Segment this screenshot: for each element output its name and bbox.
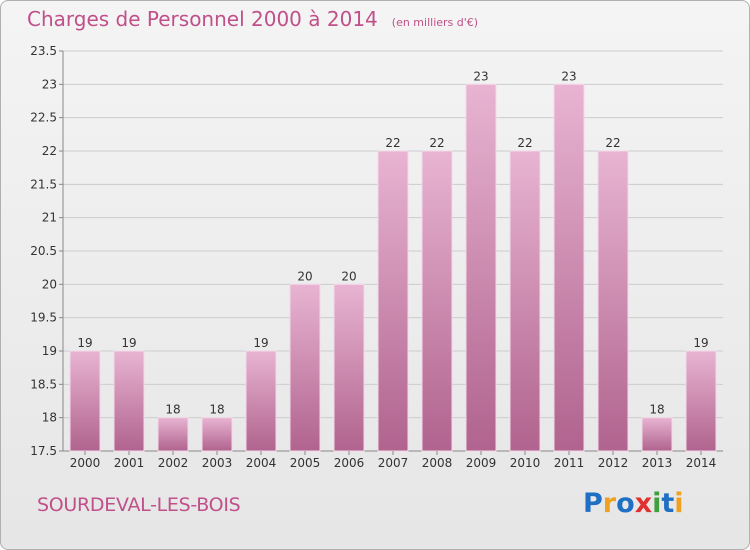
x-tick-label-2011: 2011: [554, 456, 585, 470]
x-tick-label-2010: 2010: [510, 456, 541, 470]
data-label-2004: 19: [253, 336, 268, 350]
data-label-2001: 19: [121, 336, 136, 350]
y-tick-label: 19.5: [30, 311, 57, 325]
y-tick-label: 20: [42, 277, 57, 291]
data-label-2013: 18: [649, 403, 664, 417]
bar-2009: [465, 83, 497, 452]
data-label-2011: 23: [561, 69, 576, 83]
y-tick-label: 21.5: [30, 177, 57, 191]
bar-2006: [333, 283, 365, 452]
data-label-2007: 22: [385, 136, 400, 150]
bar-2002: [157, 417, 189, 452]
x-tick-label-2013: 2013: [642, 456, 673, 470]
y-tick-label: 22.5: [30, 111, 57, 125]
logo-letter: t: [661, 488, 675, 519]
y-tick-label: 22: [42, 144, 57, 158]
bar-2007: [377, 150, 409, 452]
x-tick-label-2002: 2002: [158, 456, 189, 470]
logo-letter: r: [602, 488, 617, 519]
place-name: SOURDEVAL-LES-BOIS: [37, 494, 241, 516]
x-tick-label-2008: 2008: [422, 456, 453, 470]
logo-letter: o: [616, 488, 635, 519]
bar-2004: [245, 350, 277, 452]
y-tick-label: 18.5: [30, 377, 57, 391]
data-label-2014: 19: [693, 336, 708, 350]
bar-2010: [509, 150, 541, 452]
data-label-2010: 22: [517, 136, 532, 150]
y-tick-label: 23: [42, 77, 57, 91]
data-label-2012: 22: [605, 136, 620, 150]
chart-title: Charges de Personnel 2000 à 2014 (en mill…: [27, 7, 478, 31]
bar-2001: [113, 350, 145, 452]
x-tick-label-2009: 2009: [466, 456, 497, 470]
proxiti-logo: Proxiti: [583, 488, 684, 519]
bar-2000: [69, 350, 101, 452]
logo-letter: i: [674, 488, 684, 519]
y-tick-label: 19: [42, 344, 57, 358]
y-tick-label: 17.5: [30, 444, 57, 458]
data-label-2006: 20: [341, 269, 356, 283]
bar-2005: [289, 283, 321, 452]
data-label-2000: 19: [77, 336, 92, 350]
bar-2011: [553, 83, 585, 452]
data-label-2003: 18: [209, 403, 224, 417]
data-label-2009: 23: [473, 69, 488, 83]
y-tick-label: 20.5: [30, 244, 57, 258]
x-tick-label-2014: 2014: [686, 456, 717, 470]
logo-letter: i: [652, 488, 662, 519]
x-tick-label-2006: 2006: [334, 456, 365, 470]
x-tick-label-2001: 2001: [114, 456, 145, 470]
y-tick-label: 23.5: [30, 44, 57, 58]
x-tick-label-2007: 2007: [378, 456, 409, 470]
data-label-2005: 20: [297, 269, 312, 283]
data-label-2002: 18: [165, 403, 180, 417]
x-tick-label-2005: 2005: [290, 456, 321, 470]
chart-unit: (en milliers d'€): [391, 16, 479, 29]
chart-title-text: Charges de Personnel 2000 à 2014: [27, 7, 378, 31]
bar-2014: [685, 350, 717, 452]
y-tick-label: 18: [42, 411, 57, 425]
logo-letter: P: [583, 488, 603, 519]
x-tick-label-2012: 2012: [598, 456, 629, 470]
y-tick-label: 21: [42, 211, 57, 225]
data-label-2008: 22: [429, 136, 444, 150]
bar-2013: [641, 417, 673, 452]
x-tick-label-2003: 2003: [202, 456, 233, 470]
x-tick-label-2004: 2004: [246, 456, 277, 470]
bar-2003: [201, 417, 233, 452]
logo-letter: x: [634, 488, 653, 519]
bar-2008: [421, 150, 453, 452]
bar-2012: [597, 150, 629, 452]
x-tick-label-2000: 2000: [70, 456, 101, 470]
